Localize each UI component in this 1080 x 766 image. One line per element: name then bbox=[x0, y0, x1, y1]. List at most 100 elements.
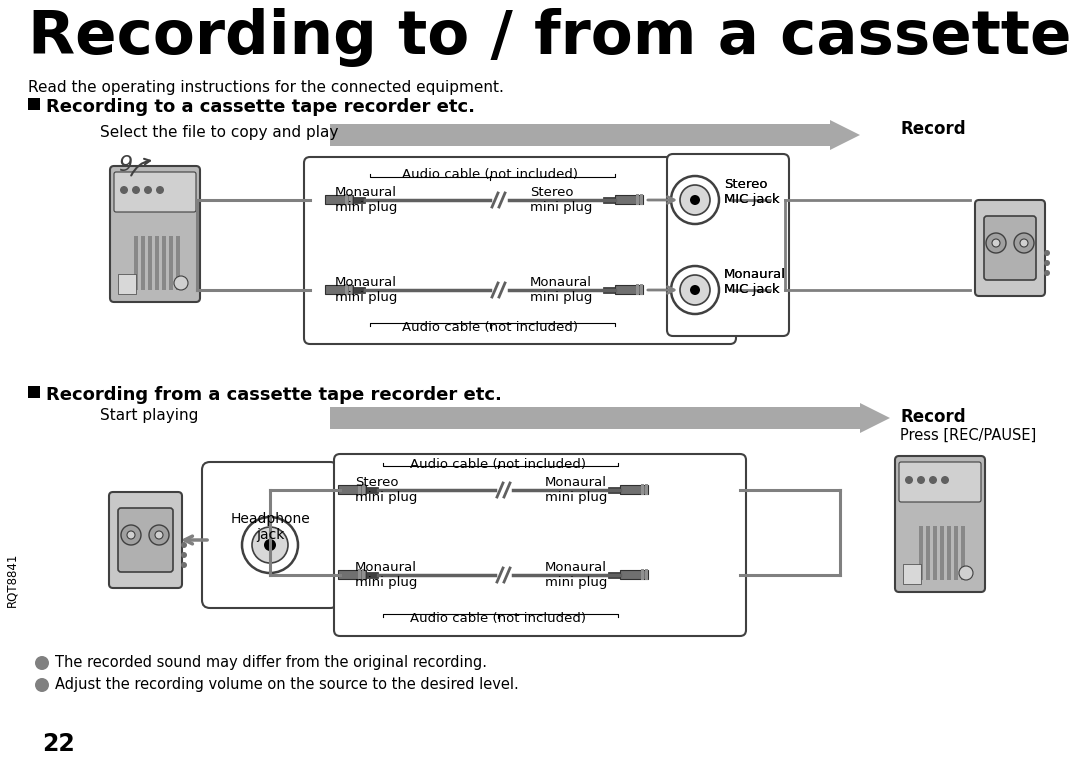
Bar bbox=[28, 98, 40, 110]
Bar bbox=[926, 526, 930, 580]
Text: Record: Record bbox=[900, 408, 966, 426]
Circle shape bbox=[690, 195, 700, 205]
Circle shape bbox=[941, 476, 949, 484]
Bar bbox=[357, 484, 361, 495]
Bar bbox=[603, 287, 615, 293]
Bar bbox=[940, 526, 944, 580]
FancyBboxPatch shape bbox=[202, 462, 338, 608]
Bar bbox=[366, 572, 378, 578]
Circle shape bbox=[120, 186, 129, 194]
Circle shape bbox=[35, 678, 49, 692]
Text: Monaural
mini plug: Monaural mini plug bbox=[530, 276, 592, 304]
Circle shape bbox=[144, 186, 152, 194]
Circle shape bbox=[174, 276, 188, 290]
Circle shape bbox=[156, 531, 163, 539]
Text: Monaural
mini plug: Monaural mini plug bbox=[335, 186, 397, 214]
Text: Audio cable (not included): Audio cable (not included) bbox=[410, 612, 586, 625]
Circle shape bbox=[680, 275, 710, 305]
Circle shape bbox=[671, 176, 719, 224]
Text: Recording to a cassette tape recorder etc.: Recording to a cassette tape recorder et… bbox=[46, 98, 475, 116]
Circle shape bbox=[993, 239, 1000, 247]
Text: 9: 9 bbox=[118, 155, 132, 175]
Circle shape bbox=[690, 285, 700, 295]
Text: RQT8841: RQT8841 bbox=[5, 553, 18, 607]
Text: Recording to / from a cassette tape: Recording to / from a cassette tape bbox=[28, 8, 1080, 67]
Bar bbox=[162, 236, 166, 290]
FancyBboxPatch shape bbox=[899, 462, 981, 502]
FancyBboxPatch shape bbox=[109, 492, 183, 588]
Bar bbox=[636, 284, 639, 295]
Bar bbox=[640, 284, 643, 295]
Text: Audio cable (not included): Audio cable (not included) bbox=[410, 458, 586, 471]
Circle shape bbox=[671, 176, 719, 224]
Circle shape bbox=[1044, 260, 1050, 266]
Circle shape bbox=[1014, 233, 1034, 253]
Circle shape bbox=[917, 476, 924, 484]
Text: Monaural
mini plug: Monaural mini plug bbox=[545, 561, 607, 589]
FancyArrow shape bbox=[330, 403, 890, 433]
Bar bbox=[620, 485, 648, 494]
Text: 22: 22 bbox=[42, 732, 75, 756]
Bar bbox=[168, 236, 173, 290]
Bar bbox=[642, 569, 644, 580]
Text: Monaural
mini plug: Monaural mini plug bbox=[545, 476, 607, 504]
Circle shape bbox=[1044, 250, 1050, 256]
Circle shape bbox=[121, 525, 141, 545]
Circle shape bbox=[671, 266, 719, 314]
Circle shape bbox=[959, 566, 973, 580]
Bar bbox=[615, 195, 643, 204]
Circle shape bbox=[156, 186, 164, 194]
Text: Audio cable (not included): Audio cable (not included) bbox=[402, 168, 578, 181]
Text: Monaural
mini plug: Monaural mini plug bbox=[335, 276, 397, 304]
Bar bbox=[176, 236, 180, 290]
FancyBboxPatch shape bbox=[334, 454, 746, 636]
Bar bbox=[603, 197, 615, 203]
Bar bbox=[645, 569, 648, 580]
Circle shape bbox=[149, 525, 168, 545]
FancyBboxPatch shape bbox=[303, 157, 735, 344]
Text: Monaural
MIC jack: Monaural MIC jack bbox=[724, 268, 786, 296]
Circle shape bbox=[680, 185, 710, 215]
Bar bbox=[338, 570, 366, 579]
Circle shape bbox=[1020, 239, 1028, 247]
Bar bbox=[325, 285, 353, 294]
Text: Stereo
MIC jack: Stereo MIC jack bbox=[724, 178, 780, 206]
Bar bbox=[903, 564, 921, 584]
Circle shape bbox=[35, 656, 49, 670]
Bar bbox=[148, 236, 152, 290]
Bar bbox=[345, 284, 348, 295]
Bar bbox=[642, 484, 644, 495]
Text: Adjust the recording volume on the source to the desired level.: Adjust the recording volume on the sourc… bbox=[55, 677, 518, 692]
FancyBboxPatch shape bbox=[114, 172, 195, 212]
Text: Stereo
mini plug: Stereo mini plug bbox=[530, 186, 592, 214]
Circle shape bbox=[690, 285, 700, 295]
Bar bbox=[362, 484, 365, 495]
Bar bbox=[345, 194, 348, 205]
Circle shape bbox=[242, 517, 298, 573]
Circle shape bbox=[1044, 270, 1050, 276]
Text: Audio cable (not included): Audio cable (not included) bbox=[402, 321, 578, 334]
Text: Monaural
mini plug: Monaural mini plug bbox=[355, 561, 417, 589]
FancyBboxPatch shape bbox=[975, 200, 1045, 296]
Circle shape bbox=[680, 185, 710, 215]
FancyBboxPatch shape bbox=[118, 508, 173, 572]
Text: Stereo
mini plug: Stereo mini plug bbox=[355, 476, 417, 504]
Text: Select the file to copy and play: Select the file to copy and play bbox=[100, 125, 338, 140]
FancyBboxPatch shape bbox=[895, 456, 985, 592]
Text: Record: Record bbox=[900, 120, 966, 138]
Text: Press [REC/PAUSE]: Press [REC/PAUSE] bbox=[900, 428, 1036, 443]
Circle shape bbox=[181, 552, 187, 558]
FancyBboxPatch shape bbox=[667, 154, 789, 336]
Bar bbox=[156, 236, 159, 290]
Bar bbox=[615, 285, 643, 294]
Bar bbox=[28, 386, 40, 398]
Bar bbox=[961, 526, 966, 580]
FancyArrow shape bbox=[330, 120, 860, 150]
FancyBboxPatch shape bbox=[984, 216, 1036, 280]
Bar bbox=[640, 194, 643, 205]
Bar bbox=[608, 487, 620, 493]
Text: Headphone
jack: Headphone jack bbox=[230, 512, 310, 542]
Bar bbox=[645, 484, 648, 495]
Bar bbox=[353, 197, 365, 203]
Bar bbox=[919, 526, 923, 580]
